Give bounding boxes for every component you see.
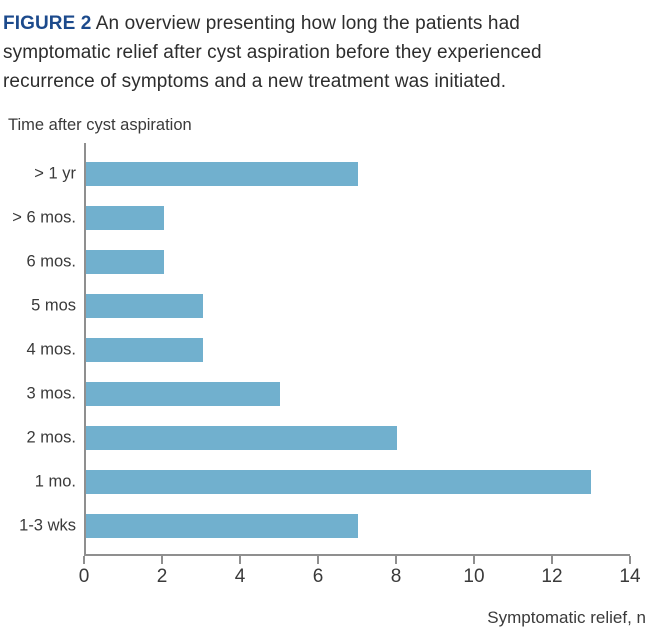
tick-label: 10 [463, 566, 485, 587]
tick-label: 2 [156, 566, 168, 587]
bar [86, 162, 358, 186]
tick-mark [83, 556, 85, 564]
bar-chart: > 1 yr > 6 mos. 6 mos. 5 mos 4 mos. 3 mos. 2 m… [12, 143, 646, 628]
bar-row: 1-3 wks [19, 504, 630, 548]
bar-row: 6 mos. [26, 240, 630, 284]
tick-mark [629, 556, 631, 564]
bar-row: 5 mos [31, 284, 630, 328]
category-label: 1-3 wks [19, 516, 76, 535]
tick-mark [317, 556, 319, 564]
tick-label: 6 [312, 566, 324, 587]
bar [86, 250, 164, 274]
tick-mark [161, 556, 163, 564]
tick-mark [473, 556, 475, 564]
bar-row: > 6 mos. [12, 196, 630, 240]
tick-mark [551, 556, 553, 564]
x-axis: 0 2 4 6 8 10 12 14 [79, 554, 641, 590]
tick-mark [239, 556, 241, 564]
x-axis-label: Symptomatic relief, n [487, 608, 646, 627]
bar-row: 4 mos. [26, 328, 630, 372]
tick-mark [395, 556, 397, 564]
figure-caption: FIGURE 2 An overview presenting how long… [0, 0, 625, 96]
bar [86, 338, 203, 362]
category-label: > 6 mos. [12, 208, 76, 227]
chart-title: Time after cyst aspiration [8, 116, 192, 134]
category-label: 3 mos. [26, 384, 76, 403]
bar [86, 294, 203, 318]
bar-row: 3 mos. [26, 372, 630, 416]
bar [86, 470, 592, 494]
bar [86, 382, 281, 406]
bar-row: 2 mos. [26, 416, 630, 460]
tick-label: 0 [78, 566, 90, 587]
bar-row: > 1 yr [34, 152, 630, 196]
category-label: 1 mo. [34, 472, 76, 491]
tick-label: 4 [234, 566, 246, 587]
category-label: 5 mos [31, 296, 76, 315]
category-label: 2 mos. [26, 428, 76, 447]
category-label: 6 mos. [26, 252, 76, 271]
figure-number: FIGURE 2 [3, 13, 92, 34]
bar [86, 426, 397, 450]
tick-label: 8 [390, 566, 402, 587]
figure-caption-text: An overview presenting how long the pati… [3, 13, 542, 92]
category-label: 4 mos. [26, 340, 76, 359]
tick-label: 14 [619, 566, 641, 587]
bar [86, 206, 164, 230]
category-label: > 1 yr [34, 164, 76, 183]
plot-area: > 1 yr > 6 mos. 6 mos. 5 mos 4 mos. 3 mos. 2 m… [12, 143, 630, 554]
bar [86, 514, 358, 538]
tick-label: 12 [541, 566, 563, 587]
bar-row: 1 mo. [35, 460, 630, 504]
